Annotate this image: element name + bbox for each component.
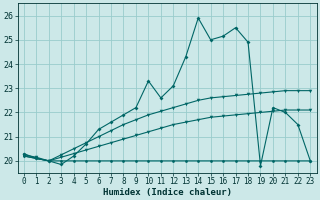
X-axis label: Humidex (Indice chaleur): Humidex (Indice chaleur) xyxy=(103,188,232,197)
